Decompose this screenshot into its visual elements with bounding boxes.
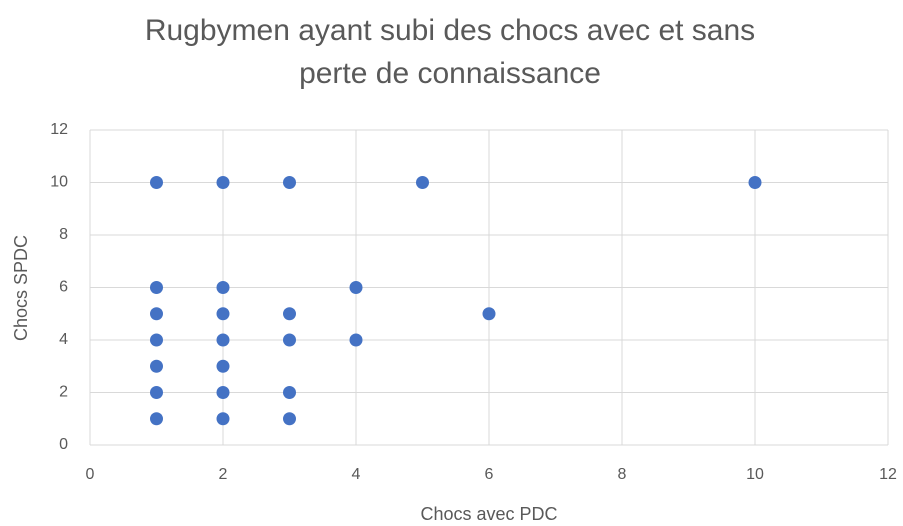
- scatter-point: [216, 281, 230, 294]
- scatter-point: [283, 176, 296, 189]
- scatter-point: [283, 307, 296, 321]
- scatter-point: [216, 386, 230, 399]
- scatter-point: [216, 333, 230, 347]
- y-tick-label: 2: [59, 384, 68, 401]
- y-tick-label: 12: [50, 121, 68, 138]
- scatter-point: [416, 176, 429, 189]
- scatter-point: [150, 359, 163, 373]
- x-axis-label: Chocs avec PDC: [420, 504, 557, 524]
- x-tick-label: 8: [618, 466, 627, 483]
- y-tick-label: 8: [59, 226, 68, 243]
- scatter-point: [150, 412, 163, 426]
- y-axis-label: Chocs SPDC: [11, 235, 31, 341]
- y-tick-label: 0: [59, 436, 68, 453]
- scatter-point: [349, 333, 363, 347]
- scatter-point: [482, 307, 496, 321]
- chart-title: Rugbymen ayant subi des chocs avec et sa…: [145, 14, 755, 47]
- x-tick-label: 6: [485, 466, 494, 483]
- scatter-point: [216, 307, 230, 321]
- y-tick-label: 10: [50, 174, 68, 191]
- x-tick-label: 10: [746, 466, 764, 483]
- scatter-point: [216, 412, 230, 426]
- x-tick-label: 0: [86, 466, 95, 483]
- y-tick-label: 4: [59, 331, 68, 348]
- scatter-point: [150, 176, 163, 189]
- scatter-point: [283, 412, 296, 426]
- scatter-point: [283, 333, 296, 347]
- scatter-point: [216, 359, 230, 373]
- chart-title: perte de connaissance: [299, 57, 601, 90]
- scatter-point: [150, 281, 163, 294]
- scatter-point: [216, 176, 230, 189]
- scatter-point: [150, 307, 163, 321]
- scatter-point: [283, 386, 296, 399]
- x-tick-label: 2: [219, 466, 228, 483]
- scatter-point: [748, 176, 762, 189]
- scatter-point: [150, 333, 163, 347]
- scatter-point: [150, 386, 163, 399]
- x-tick-label: 4: [352, 466, 361, 483]
- x-tick-label: 12: [879, 466, 897, 483]
- scatter-point: [349, 281, 363, 294]
- y-tick-label: 6: [59, 279, 68, 296]
